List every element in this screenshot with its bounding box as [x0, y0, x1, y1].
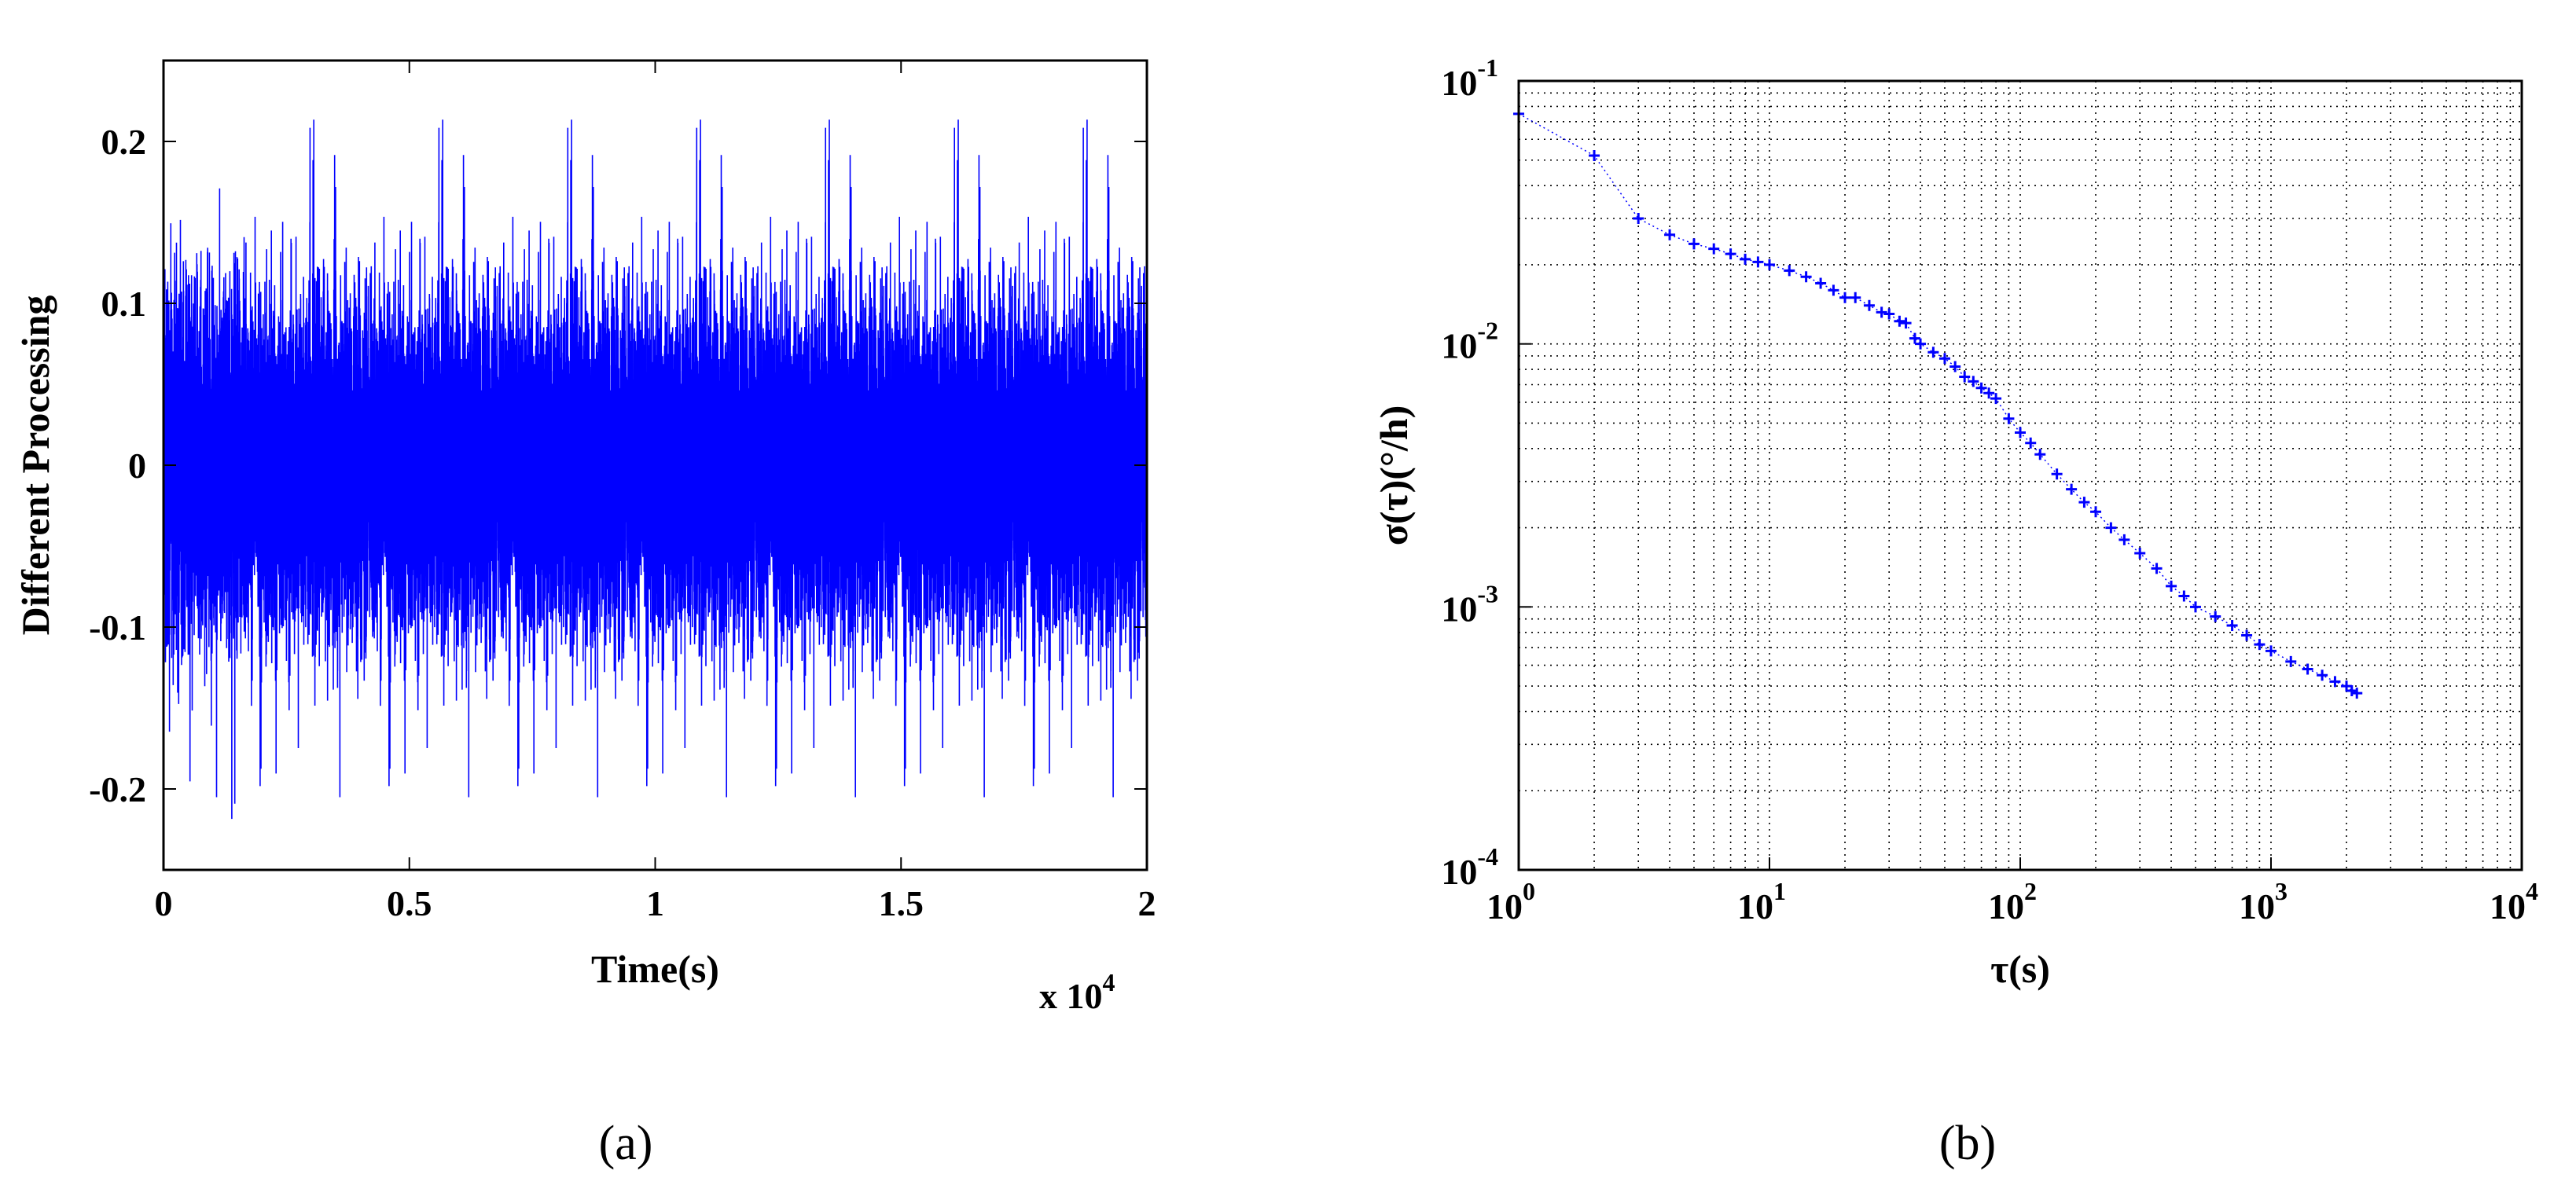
chart-b-point — [1983, 387, 1995, 399]
chart-b-point — [2090, 506, 2102, 518]
chart-b: 100 101 102 103 104 10-1 10-2 10-3 10-4 τ(s) σ(τ… — [1372, 53, 2538, 1170]
chart-b-point — [1990, 393, 2002, 405]
chart-a-x-tick-label: 1.5 — [879, 883, 924, 923]
chart-b-point — [2034, 449, 2046, 460]
chart-b-point — [1850, 292, 1861, 303]
chart-b-panel-label: (b) — [1939, 1117, 1996, 1170]
chart-b-y-tick-label: 10-2 — [1441, 317, 1498, 366]
chart-a-y-tick-label: -0.1 — [89, 607, 146, 648]
chart-b-point — [1894, 315, 1905, 327]
chart-b-point — [1764, 259, 1775, 270]
chart-b-point — [2066, 483, 2078, 495]
chart-b-point — [2003, 413, 2015, 424]
chart-a-signal-trace — [163, 119, 1148, 820]
chart-b-point — [1975, 382, 1987, 394]
chart-a-x-tick-label: 0.5 — [387, 883, 432, 923]
chart-b-point — [2265, 645, 2277, 657]
chart-b-point — [2166, 580, 2177, 592]
chart-b-point — [1876, 306, 1887, 318]
chart-b-point — [1708, 243, 1720, 255]
chart-a: 0 0.5 1 1.5 2 0.2 0.1 0 -0.1 -0.2 Time(s) Differe… — [13, 59, 1156, 1170]
chart-b-y-tick-label: 10-3 — [1441, 579, 1498, 629]
chart-b-x-tick-label: 103 — [2239, 877, 2288, 926]
chart-a-x-multiplier-exponent: 4 — [1103, 968, 1115, 996]
chart-b-grid — [1519, 81, 2522, 870]
chart-b-point — [1839, 292, 1851, 303]
chart-b-x-axis-label: τ(s) — [1990, 947, 2050, 991]
chart-b-point — [1688, 238, 1700, 250]
chart-b-x-tick-label: 100 — [1486, 877, 1535, 926]
chart-b-point — [2134, 548, 2146, 559]
chart-b-point — [1633, 212, 1644, 224]
chart-b-point — [1589, 150, 1600, 162]
chart-b-y-tick-label: 10-4 — [1441, 842, 1498, 892]
chart-b-y-axis-label: σ(τ)(°/h) — [1372, 405, 1416, 546]
chart-a-y-axis-label: Different Processing — [13, 295, 57, 636]
chart-b-point — [1927, 347, 1939, 358]
chart-a-x-multiplier-base: x 10 — [1039, 976, 1103, 1016]
chart-b-point — [2189, 601, 2201, 613]
chart-b-series-line — [1518, 113, 2357, 694]
chart-b-point — [2178, 590, 2190, 602]
chart-b-x-tick-label: 101 — [1737, 877, 1786, 926]
chart-b-point — [2317, 670, 2328, 681]
chart-b-point — [1909, 332, 1920, 344]
chart-a-y-tick-label: -0.2 — [89, 769, 146, 809]
chart-b-point — [1915, 338, 1927, 350]
chart-b-point — [2254, 639, 2265, 651]
chart-b-point — [1938, 353, 1950, 365]
chart-b-point — [1752, 256, 1764, 268]
chart-b-point — [2105, 522, 2117, 534]
chart-b-point — [1828, 284, 1839, 296]
chart-b-x-tick-label: 104 — [2490, 877, 2538, 926]
chart-a-x-tick-label: 2 — [1138, 883, 1156, 923]
chart-b-point — [1784, 265, 1795, 277]
chart-b-x-tick-label: 102 — [1988, 877, 2037, 926]
chart-b-point — [2210, 611, 2221, 622]
chart-b-plot-frame — [1517, 79, 2523, 871]
chart-b-point — [2118, 534, 2130, 545]
chart-a-x-tick-label: 0 — [155, 883, 173, 923]
chart-b-point — [1815, 277, 1827, 289]
chart-b-point — [1740, 253, 1751, 265]
chart-b-ticks: 100 101 102 103 104 10-1 10-2 10-3 10-4 — [1441, 53, 2538, 926]
chart-a-y-tick-label: 0 — [128, 446, 146, 486]
chart-b-point — [2351, 688, 2363, 699]
chart-b-point — [1949, 361, 1961, 372]
chart-b-point — [2346, 685, 2357, 697]
chart-b-point — [2151, 563, 2163, 574]
chart-b-point — [2226, 619, 2238, 631]
chart-b-point — [1863, 299, 1875, 311]
chart-a-y-tick-label: 0.1 — [101, 284, 147, 324]
chart-b-point — [2302, 663, 2313, 675]
chart-a-panel-label: (a) — [599, 1117, 653, 1170]
chart-b-point — [1900, 317, 1912, 329]
chart-b-point — [2025, 437, 2037, 449]
chart-a-x-multiplier: x 104 — [1039, 968, 1115, 1016]
chart-b-point — [1725, 248, 1736, 260]
chart-b-point — [1664, 229, 1676, 240]
chart-b-point — [2329, 676, 2341, 688]
chart-b-point — [2015, 427, 2026, 438]
chart-b-point — [2241, 629, 2253, 641]
chart-b-point — [1959, 371, 1971, 383]
chart-a-x-tick-label: 1 — [646, 883, 664, 923]
chart-b-points — [1513, 108, 2363, 699]
chart-b-point — [2078, 497, 2090, 508]
chart-b-y-tick-label: 10-1 — [1441, 53, 1498, 103]
chart-a-x-axis-label: Time(s) — [591, 947, 719, 991]
chart-b-point — [1800, 271, 1812, 283]
chart-a-ticks: 0 0.5 1 1.5 2 0.2 0.1 0 -0.1 -0.2 — [89, 61, 1156, 923]
chart-b-point — [2285, 655, 2297, 667]
chart-a-y-tick-label: 0.2 — [101, 122, 147, 162]
chart-b-point — [1968, 376, 1979, 387]
chart-b-point — [2051, 468, 2063, 480]
chart-b-point — [1883, 308, 1895, 320]
